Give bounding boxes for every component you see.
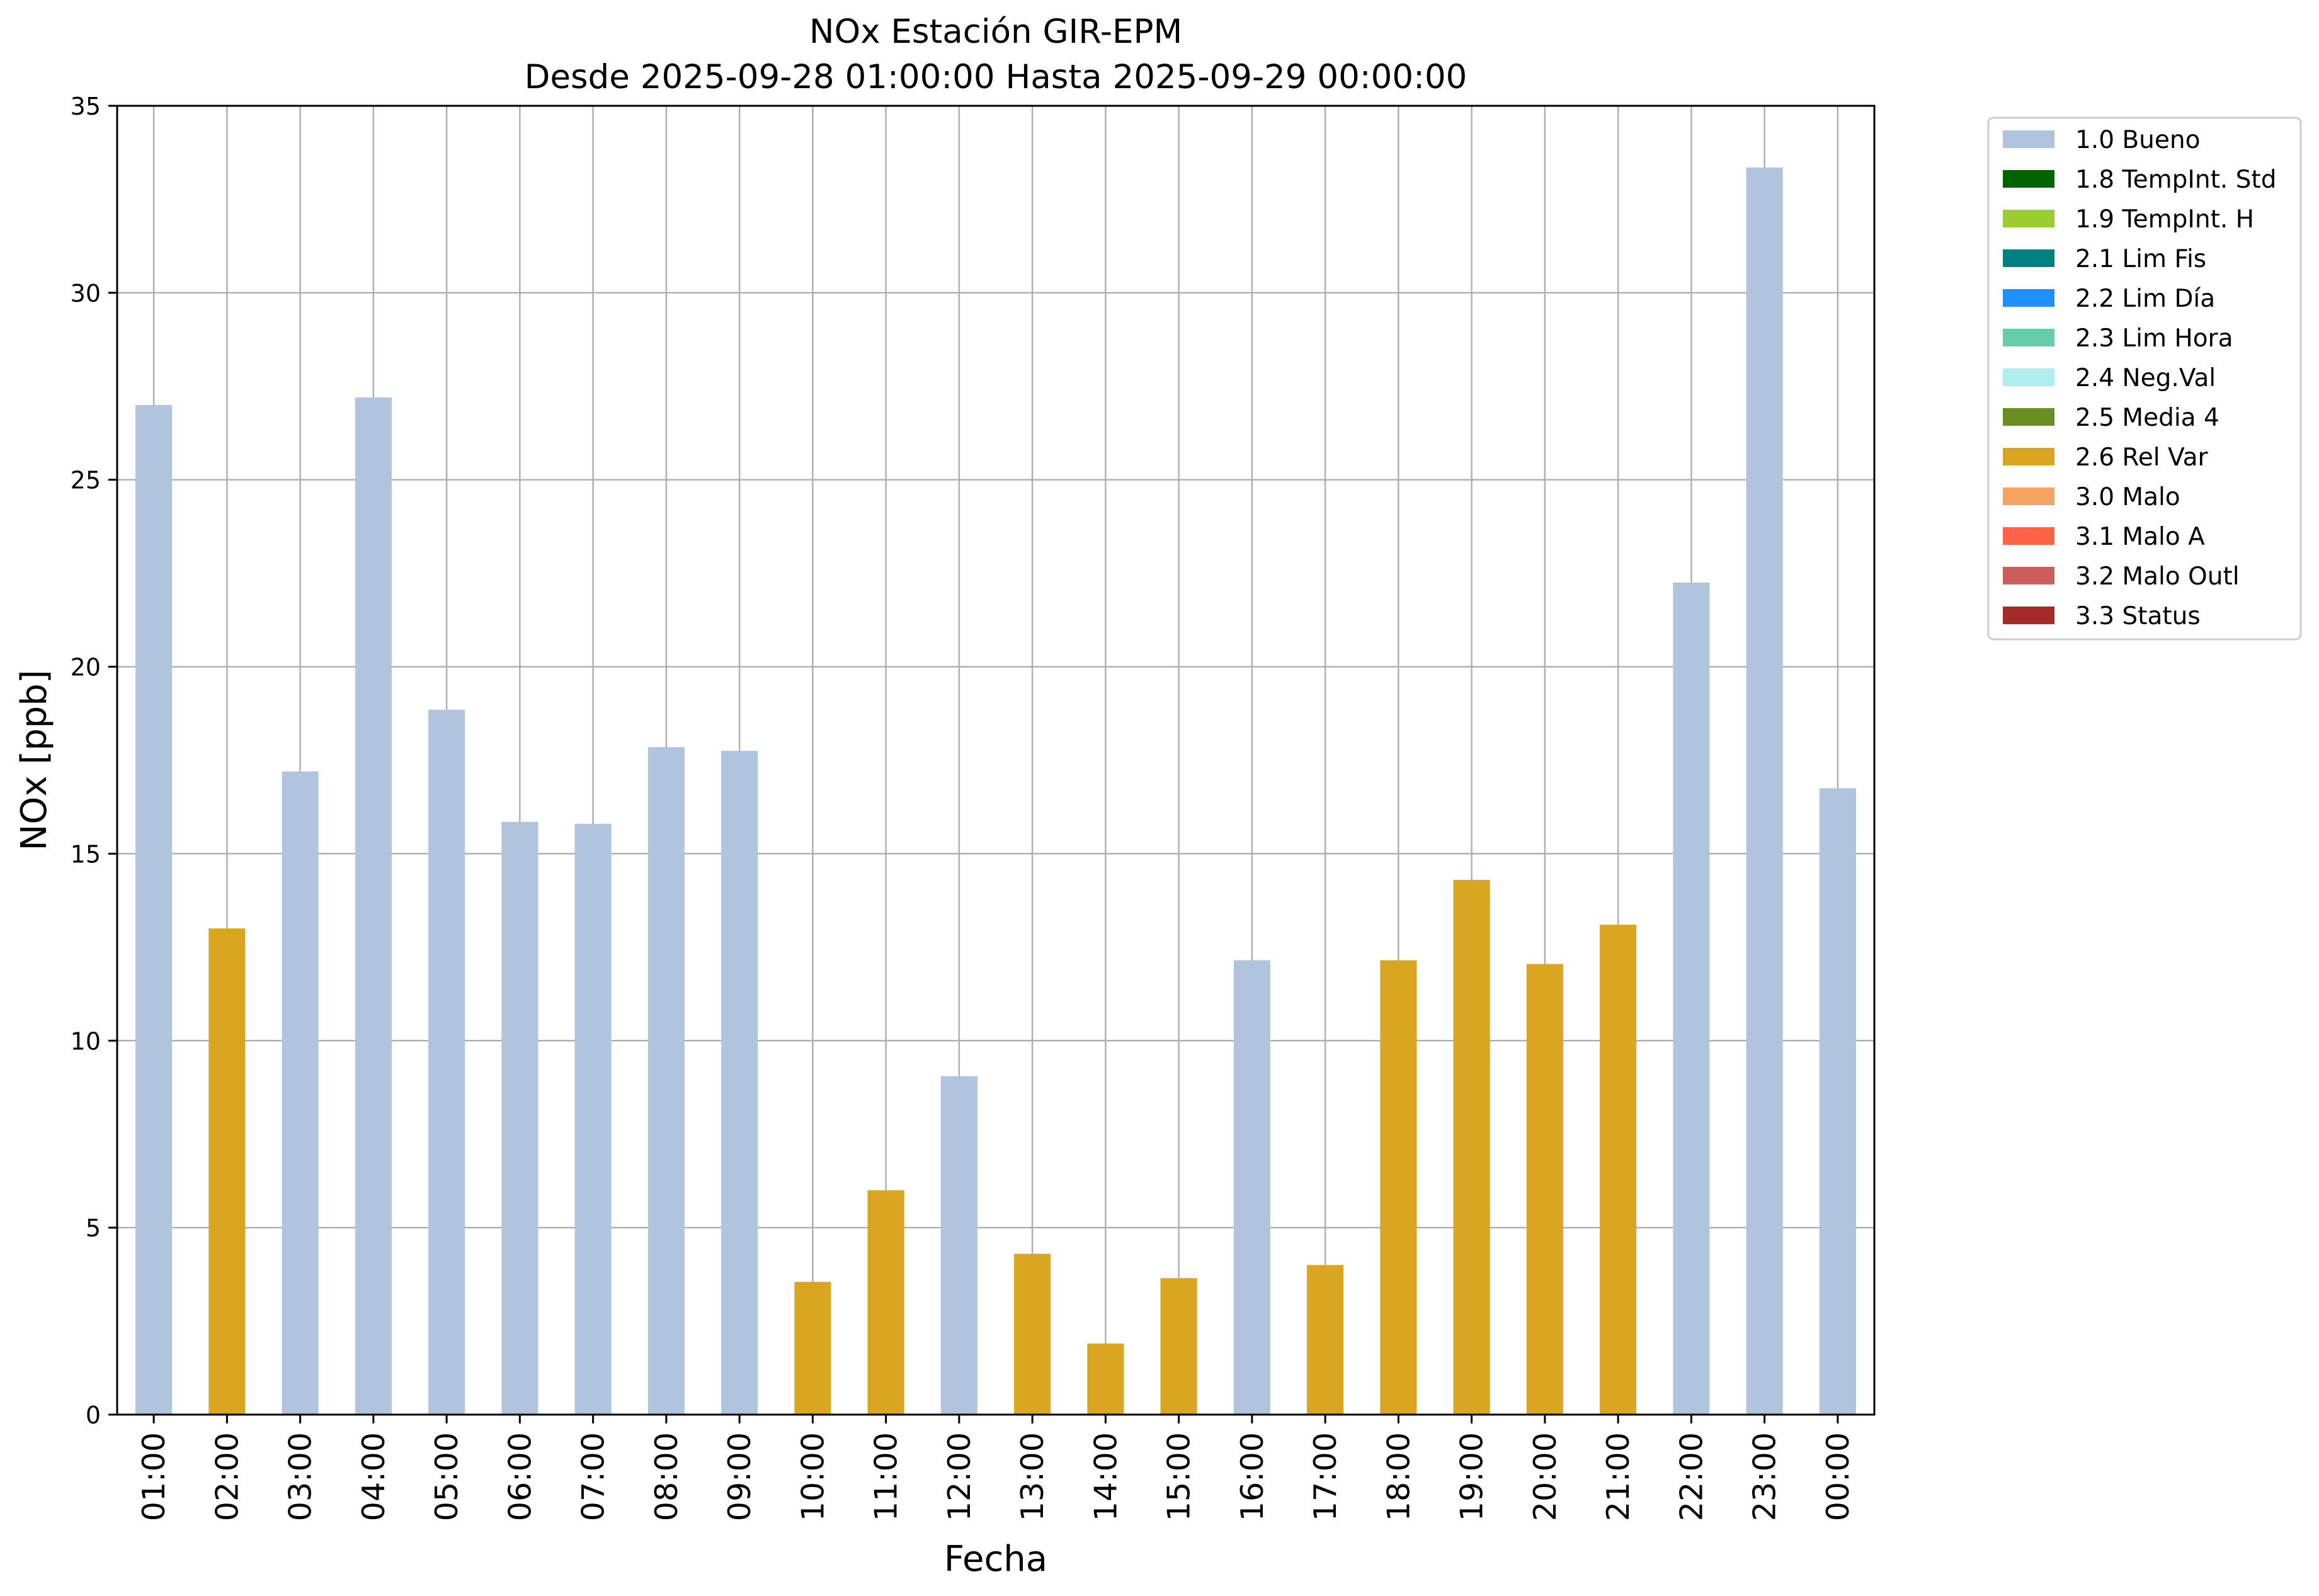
y-tick-label: 25 [71, 467, 101, 494]
legend-label: 2.4 Neg.Val [2075, 364, 2216, 392]
legend-swatch [2003, 368, 2054, 386]
x-tick-label: 11:00 [869, 1432, 904, 1521]
bar-12:00 [940, 1076, 977, 1415]
bar-02:00 [208, 928, 246, 1415]
bar-07:00 [574, 823, 612, 1415]
y-tick-label: 20 [71, 654, 101, 681]
y-tick-label: 10 [71, 1027, 101, 1055]
legend-frame [1987, 117, 2302, 641]
legend-label: 1.8 TempInt. Std [2075, 166, 2276, 194]
legend-swatch [2003, 249, 2054, 267]
bar-10:00 [794, 1282, 831, 1415]
x-tick-label: 07:00 [576, 1432, 612, 1521]
plot-frame [116, 105, 1876, 1416]
x-tick-label: 02:00 [209, 1432, 245, 1521]
y-tick-label: 35 [71, 93, 101, 120]
legend-swatch [2003, 567, 2054, 584]
legend-label: 3.0 Malo [2075, 483, 2180, 511]
legend: 1.0 Bueno 1.8 TempInt. Std 1.9 TempInt. H 2… [1987, 117, 2302, 641]
legend-label: 1.0 Bueno [2075, 126, 2200, 154]
x-tick-label: 15:00 [1161, 1432, 1197, 1521]
x-tick-label: 13:00 [1015, 1432, 1051, 1521]
bar-20:00 [1526, 964, 1563, 1415]
bar-18:00 [1380, 960, 1417, 1415]
bar-16:00 [1233, 960, 1270, 1415]
bars [135, 167, 1856, 1415]
legend-label: 3.2 Malo Outl [2075, 562, 2240, 591]
x-tick-label: 20:00 [1527, 1432, 1563, 1521]
y-tick-label: 5 [86, 1214, 101, 1242]
legend-swatch [2003, 289, 2054, 307]
bar-13:00 [1014, 1253, 1051, 1415]
bar-04:00 [355, 397, 392, 1415]
bar-06:00 [501, 821, 538, 1415]
y-tick-label: 15 [71, 840, 101, 868]
bar-17:00 [1307, 1265, 1344, 1415]
legend-label: 1.9 TempInt. H [2075, 205, 2254, 234]
x-tick-label: 23:00 [1747, 1432, 1783, 1521]
legend-label: 2.1 Lim Fis [2075, 245, 2206, 273]
legend-label: 3.3 Status [2075, 602, 2201, 630]
bar-22:00 [1673, 582, 1710, 1415]
x-tick-label: 03:00 [283, 1432, 319, 1521]
x-tick-label: 16:00 [1234, 1432, 1270, 1521]
bar-14:00 [1087, 1343, 1124, 1415]
legend-label: 2.2 Lim Día [2075, 285, 2215, 313]
x-tick-label: 08:00 [649, 1432, 685, 1521]
chart-subtitle: Desde 2025-09-28 01:00:00 Hasta 2025-09-… [525, 58, 1467, 96]
x-tick-label: 01:00 [136, 1432, 172, 1521]
bar-01:00 [135, 404, 173, 1415]
chart-title: NOx Estación GIR-EPM [809, 13, 1182, 51]
y-axis-label: NOx [ppb] [14, 670, 55, 850]
x-tick-label: 22:00 [1673, 1432, 1709, 1521]
bar-05:00 [428, 709, 465, 1415]
legend-swatch [2003, 487, 2054, 505]
y-tick-label: 30 [71, 280, 101, 307]
x-tick-label: 10:00 [795, 1432, 831, 1521]
x-tick-label: 18:00 [1381, 1432, 1416, 1521]
bar-19:00 [1453, 879, 1490, 1415]
x-tick-label: 19:00 [1454, 1432, 1490, 1521]
x-tick-label: 00:00 [1820, 1432, 1856, 1521]
legend-swatch [2003, 448, 2054, 465]
legend-swatch [2003, 607, 2054, 624]
bar-08:00 [647, 747, 685, 1415]
bar-23:00 [1746, 167, 1783, 1415]
bar-09:00 [721, 751, 758, 1415]
x-tick-label: 05:00 [429, 1432, 465, 1521]
bar-11:00 [867, 1190, 904, 1415]
bar-03:00 [282, 771, 319, 1415]
bar-00:00 [1819, 788, 1856, 1415]
x-tick-label: 04:00 [356, 1432, 392, 1521]
x-axis: 01:00 02:00 03:00 04:00 05:00 06:00 07:00 08:00… [136, 1415, 1856, 1521]
x-tick-label: 17:00 [1308, 1432, 1343, 1521]
legend-label: 2.3 Lim Hora [2075, 324, 2233, 353]
legend-label: 2.5 Media 4 [2075, 404, 2219, 432]
legend-swatch [2003, 408, 2054, 426]
bar-15:00 [1160, 1278, 1197, 1415]
bar-21:00 [1600, 925, 1637, 1415]
x-tick-label: 21:00 [1600, 1432, 1636, 1521]
legend-swatch [2003, 210, 2054, 227]
legend-swatch [2003, 170, 2054, 188]
y-axis: 0 5 10 15 20 25 30 35 [71, 93, 117, 1429]
x-tick-label: 06:00 [502, 1432, 538, 1521]
y-tick-label: 0 [86, 1401, 101, 1429]
legend-label: 3.1 Malo A [2075, 523, 2205, 551]
x-tick-label: 12:00 [942, 1432, 977, 1521]
legend-label: 2.6 Rel Var [2075, 443, 2209, 472]
x-tick-label: 14:00 [1088, 1432, 1124, 1521]
x-axis-label: Fecha [944, 1539, 1047, 1580]
legend-swatch [2003, 527, 2054, 545]
x-tick-label: 09:00 [722, 1432, 758, 1521]
legend-swatch [2003, 329, 2054, 346]
legend-swatch [2003, 130, 2054, 148]
